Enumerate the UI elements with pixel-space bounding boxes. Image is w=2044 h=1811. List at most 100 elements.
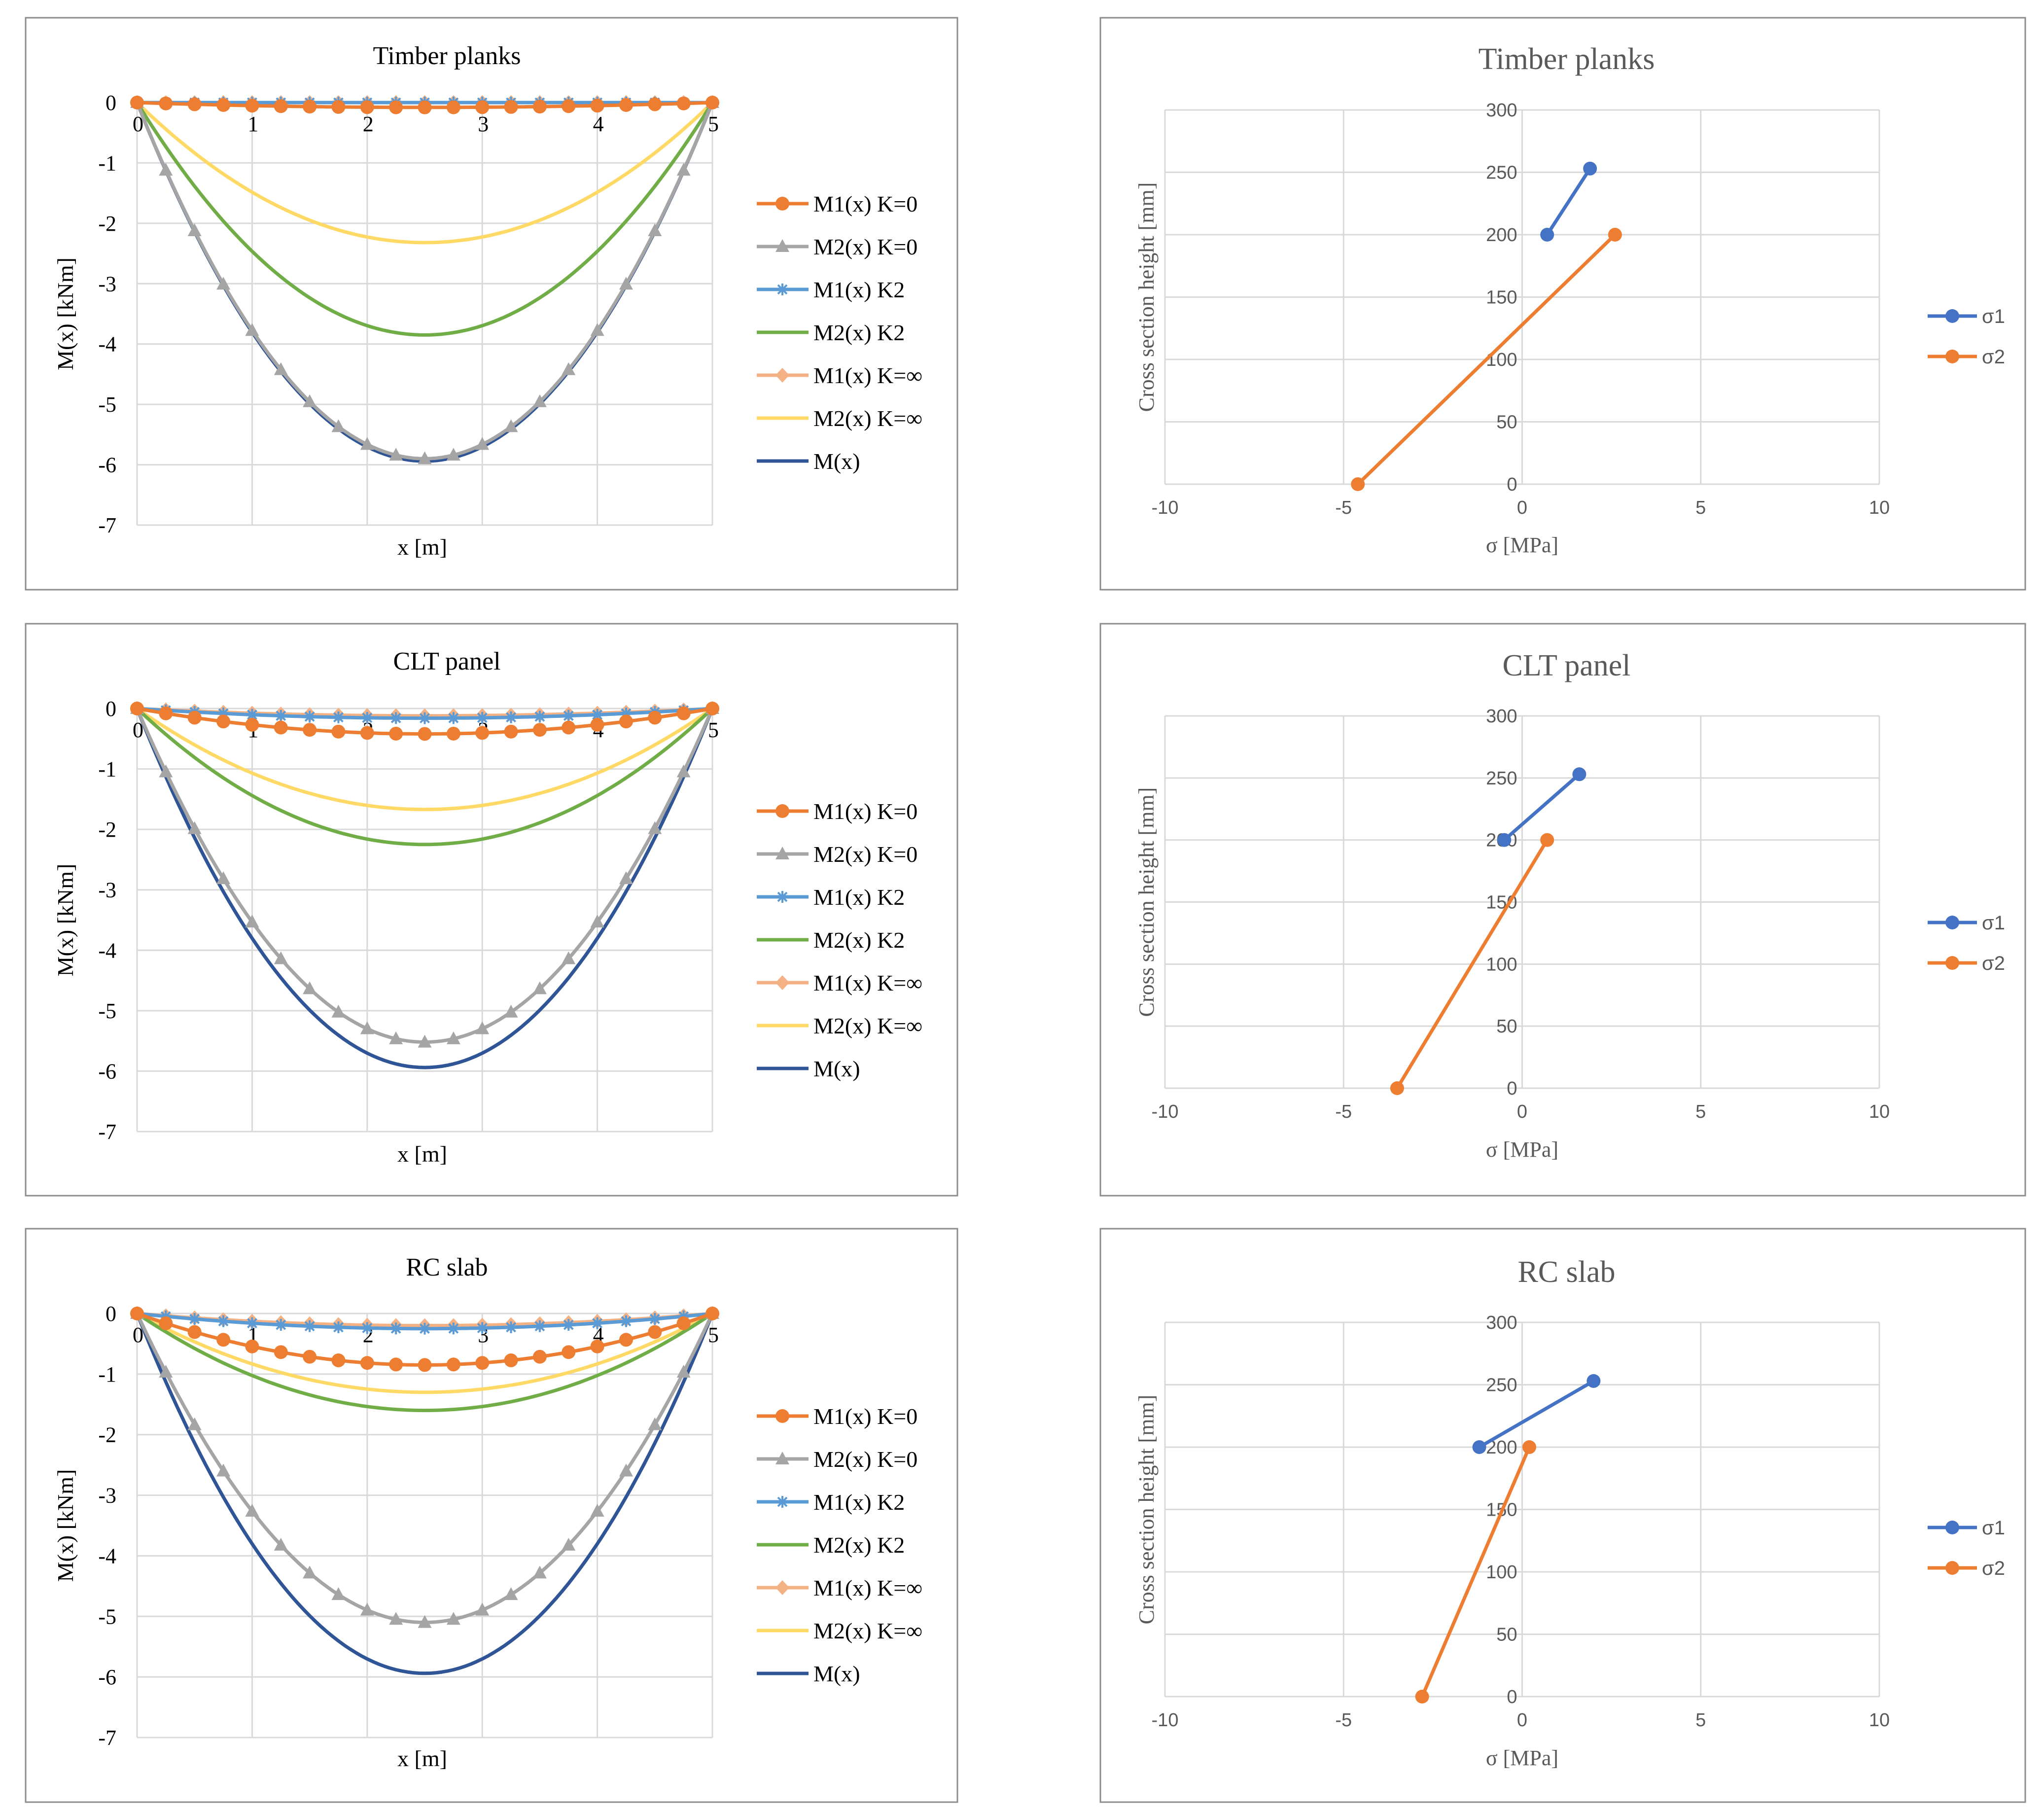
legend-marker [775,804,789,818]
series-line [136,102,714,337]
data-point-marker [130,1307,144,1320]
data-point-marker [532,1565,547,1579]
data-point-marker [360,726,374,740]
data-point-marker [619,714,633,729]
data-point-marker [446,1357,460,1372]
data-point-marker [216,1333,231,1347]
data-point-marker [533,1320,546,1332]
data-point-marker [532,394,547,407]
legend-label: M1(x) K2 [813,1490,905,1515]
x-tick-label: 0 [1517,1101,1527,1122]
x-tick-label: 5 [708,1323,719,1347]
data-point-marker [360,1356,374,1370]
data-point-marker [532,981,547,994]
data-point-marker [504,100,518,114]
data-point-marker [274,362,288,375]
x-tick-label: 5 [1695,1101,1706,1122]
y-tick-label: 100 [1486,1562,1517,1583]
y-tick-label: 250 [1486,1375,1517,1396]
data-point-marker [303,394,317,407]
y-tick-label: -1 [98,757,116,781]
data-point-marker [360,1021,374,1034]
legend-label: M2(x) K2 [813,1532,905,1558]
data-point-marker [159,1365,173,1378]
data-point-marker [446,1031,460,1044]
series-line [1478,1379,1595,1449]
series-line [136,707,713,812]
data-point-marker [331,724,346,739]
data-point-marker [188,1313,201,1325]
y-tick-label: -4 [98,1544,116,1568]
y-tick-label: -7 [98,1120,116,1144]
y-tick-label: 0 [1507,1078,1517,1099]
y-tick-label: 150 [1486,287,1517,308]
data-point-marker [649,1313,661,1325]
chart-frame [1099,1228,2026,1803]
x-tick-label: 2 [363,112,374,136]
data-point-marker [648,821,662,834]
data-point-marker [504,724,518,739]
data-point-marker [390,1322,402,1335]
data-point-marker [562,1345,576,1359]
series-line [1395,839,1549,1089]
data-point-marker [504,1353,518,1368]
y-axis-title: M(x) [kNm] [53,1469,78,1582]
data-point-marker [216,98,231,112]
data-point-marker [245,717,259,732]
data-point-marker [676,1316,691,1330]
data-point-marker [418,1358,432,1372]
y-tick-label: 50 [1496,1625,1517,1645]
data-point-marker [562,362,576,375]
legend-label: M1(x) K2 [813,885,905,910]
data-point-marker [590,323,604,336]
legend-marker [1945,916,1959,929]
legend-label: M(x) [813,1661,860,1686]
data-point-marker [446,1612,460,1625]
data-point-marker [705,702,719,715]
data-point-marker [246,1317,258,1329]
data-point-marker [504,419,518,432]
y-tick-label: 100 [1486,350,1517,370]
x-tick-label: 4 [593,112,604,136]
legend-label: σ1 [1982,306,2005,327]
legend-label: M2(x) K=∞ [813,1618,922,1643]
y-tick-label: -4 [98,332,116,356]
legend-label: M2(x) K2 [813,927,905,953]
data-point-marker [274,951,288,964]
y-tick-label: 200 [1486,225,1517,246]
data-point-marker [1351,477,1365,491]
data-point-marker [275,1319,287,1331]
legend-label: M1(x) K=0 [813,1404,917,1429]
legend-label: M1(x) K=∞ [813,363,922,388]
data-point-marker [418,100,432,114]
data-point-marker [504,1587,518,1600]
legend-label: M2(x) K=0 [813,234,917,259]
series-line [136,1312,713,1413]
x-axis-title: x [m] [397,1746,447,1771]
series-line [1503,773,1581,842]
data-point-marker [532,100,547,114]
data-point-marker [303,1349,317,1364]
x-tick-label: -5 [1335,1710,1352,1731]
data-point-marker [504,1004,518,1018]
data-point-marker [390,712,402,724]
legend-label: σ1 [1982,1517,2005,1539]
data-point-marker [446,100,460,114]
x-tick-label: -10 [1152,1101,1179,1122]
series-line [135,708,714,1069]
data-point-marker [1497,833,1512,847]
legend-marker [775,239,789,252]
y-axis-title: Cross section height [mm] [1134,182,1159,412]
data-point-marker [590,717,604,732]
y-tick-label: 300 [1486,100,1517,121]
legend-label: M1(x) K=0 [813,799,917,824]
data-point-marker [1540,833,1554,847]
x-tick-label: 10 [1869,1710,1890,1731]
series-line [136,1312,713,1394]
data-point-marker [361,1322,373,1334]
x-tick-label: -10 [1152,1710,1179,1731]
x-axis-title: σ [MPa] [1486,1746,1558,1770]
data-point-marker [217,1315,230,1327]
